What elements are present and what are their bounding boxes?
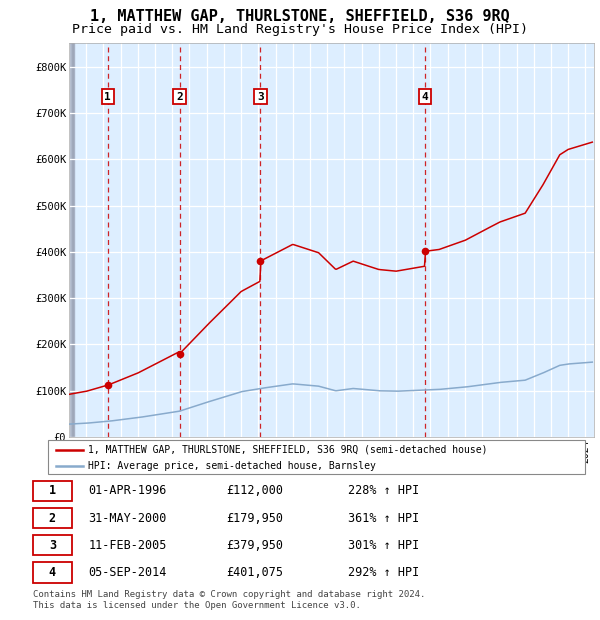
Bar xyxy=(33,535,71,556)
Text: 2: 2 xyxy=(49,512,56,525)
Text: 1: 1 xyxy=(104,92,111,102)
Text: 3: 3 xyxy=(257,92,264,102)
Text: 4: 4 xyxy=(49,566,56,579)
Text: 1, MATTHEW GAP, THURLSTONE, SHEFFIELD, S36 9RQ (semi-detached house): 1, MATTHEW GAP, THURLSTONE, SHEFFIELD, S… xyxy=(88,445,488,454)
Text: £401,075: £401,075 xyxy=(226,566,283,579)
Text: 01-APR-1996: 01-APR-1996 xyxy=(88,484,167,497)
Text: HPI: Average price, semi-detached house, Barnsley: HPI: Average price, semi-detached house,… xyxy=(88,461,376,471)
Bar xyxy=(33,562,71,583)
Text: Contains HM Land Registry data © Crown copyright and database right 2024.: Contains HM Land Registry data © Crown c… xyxy=(33,590,425,600)
Bar xyxy=(69,43,74,437)
Bar xyxy=(33,480,71,501)
Text: 05-SEP-2014: 05-SEP-2014 xyxy=(88,566,167,579)
Text: 292% ↑ HPI: 292% ↑ HPI xyxy=(347,566,419,579)
Text: £379,950: £379,950 xyxy=(226,539,283,552)
Text: 3: 3 xyxy=(49,539,56,552)
Text: 4: 4 xyxy=(422,92,428,102)
Text: 1: 1 xyxy=(49,484,56,497)
Text: 2: 2 xyxy=(176,92,183,102)
Text: £112,000: £112,000 xyxy=(226,484,283,497)
Text: 361% ↑ HPI: 361% ↑ HPI xyxy=(347,512,419,525)
Text: 31-MAY-2000: 31-MAY-2000 xyxy=(88,512,167,525)
Bar xyxy=(33,508,71,528)
Text: 228% ↑ HPI: 228% ↑ HPI xyxy=(347,484,419,497)
Text: £179,950: £179,950 xyxy=(226,512,283,525)
Text: This data is licensed under the Open Government Licence v3.0.: This data is licensed under the Open Gov… xyxy=(33,601,361,611)
Text: 301% ↑ HPI: 301% ↑ HPI xyxy=(347,539,419,552)
Text: 11-FEB-2005: 11-FEB-2005 xyxy=(88,539,167,552)
Text: Price paid vs. HM Land Registry's House Price Index (HPI): Price paid vs. HM Land Registry's House … xyxy=(72,23,528,36)
Text: 1, MATTHEW GAP, THURLSTONE, SHEFFIELD, S36 9RQ: 1, MATTHEW GAP, THURLSTONE, SHEFFIELD, S… xyxy=(90,9,510,24)
